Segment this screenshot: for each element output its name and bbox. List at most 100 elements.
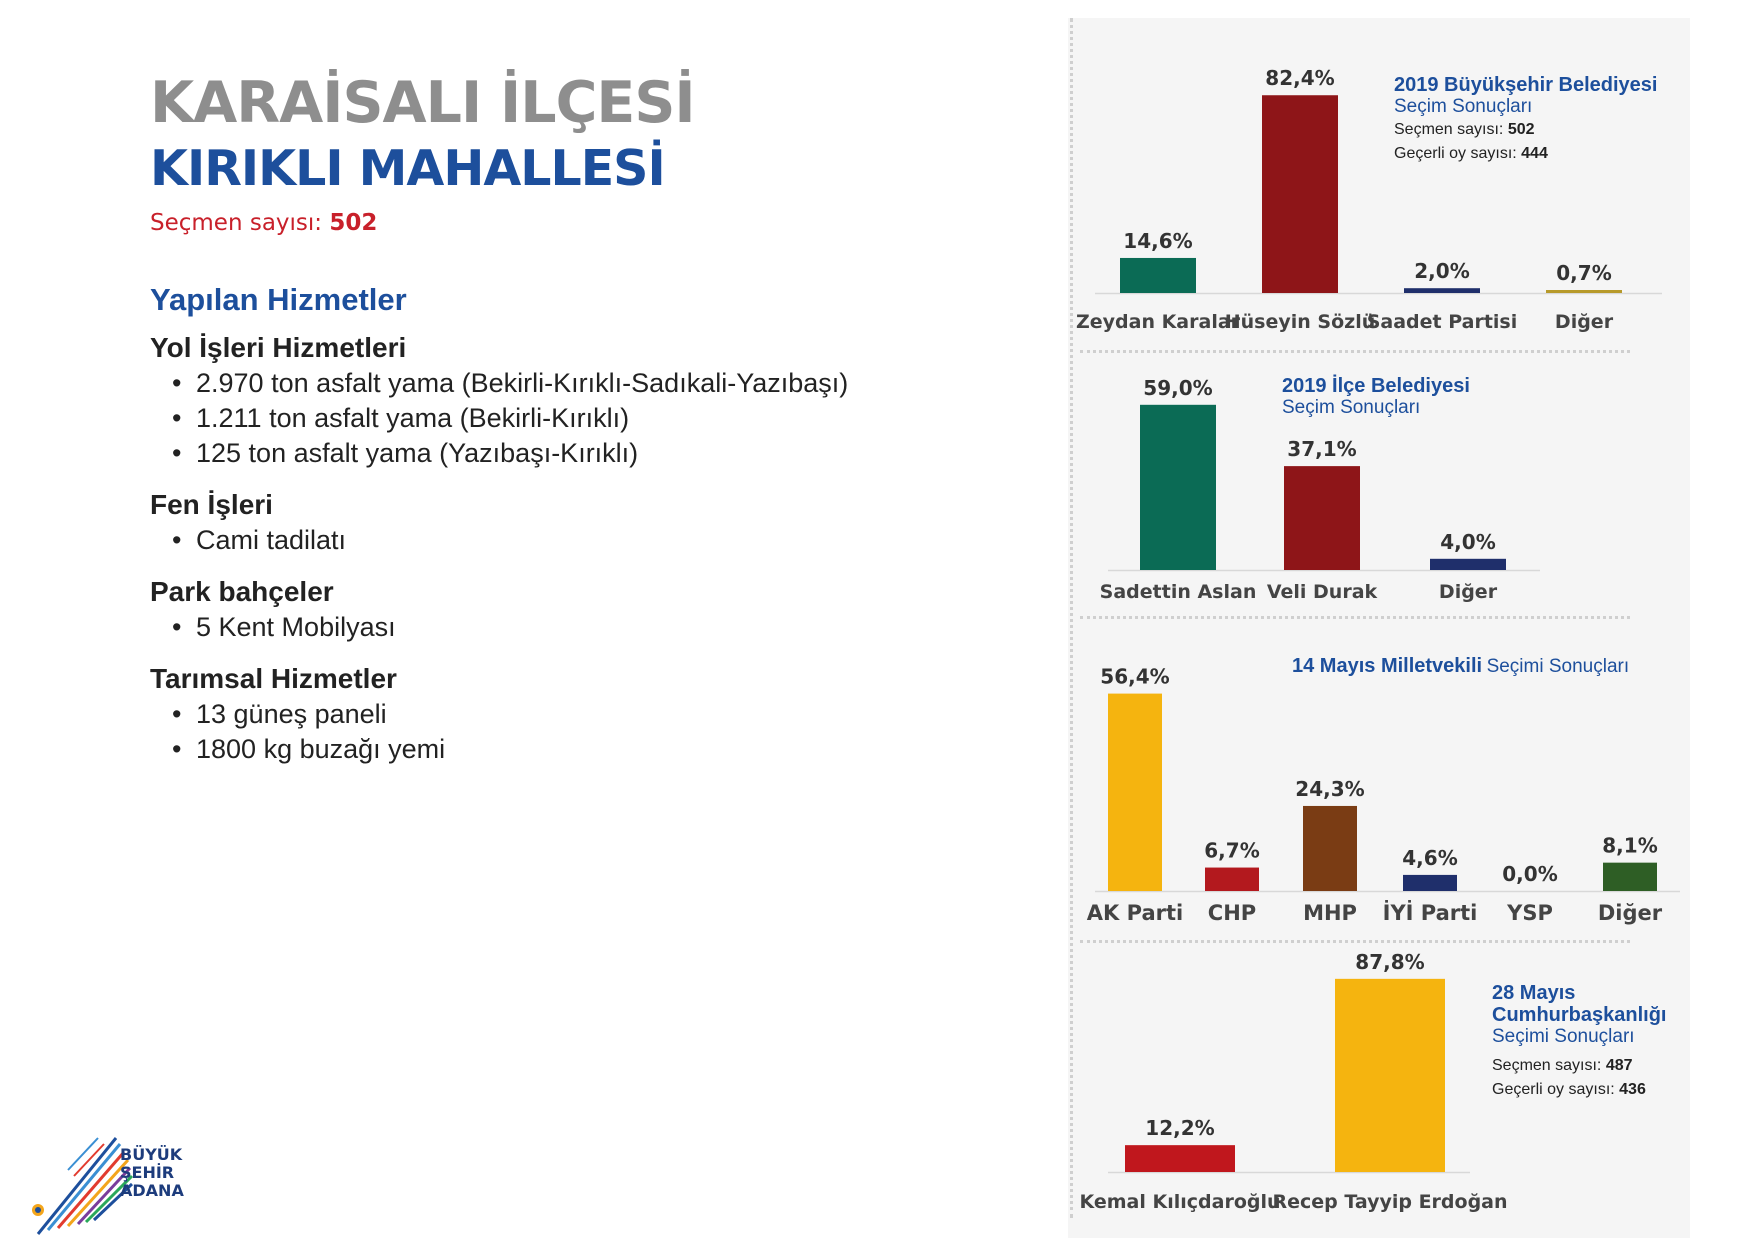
chart1-title-rest: Seçim Sonuçları: [1394, 96, 1533, 117]
chart3-value-label: 4,6%: [1402, 846, 1457, 870]
chart1-stat-valid: Geçerli oy sayısı: 444: [1394, 142, 1657, 166]
neighborhood-title: KIRIKLI MAHALLESİ: [150, 140, 666, 197]
voter-count: Seçmen sayısı: 502: [150, 210, 950, 236]
chart4-title-rest: Seçimi Sonuçları: [1492, 1026, 1635, 1047]
voter-count-value: 502: [329, 210, 378, 236]
chart2-title-bold: 2019 İlçe Belediyesi: [1282, 375, 1470, 397]
chart4-title: 28 Mayıs Cumhurbaşkanlığı Seçimi Sonuçla…: [1492, 982, 1682, 1102]
panel-divider: [1070, 18, 1073, 1218]
buyuksehir-adana-logo: BÜYÜK ŞEHİR ADANA: [28, 1130, 208, 1240]
bullet-icon: •: [172, 368, 182, 398]
bullet-icon: •: [172, 612, 182, 642]
chart3-category-label: İYİ Parti: [1383, 900, 1478, 925]
chart4-stat-valid: Geçerli oy sayısı: 436: [1492, 1078, 1682, 1102]
chart2-title: 2019 İlçe Belediyesi Seçim Sonuçları: [1282, 375, 1470, 419]
chart2-bar: [1140, 404, 1216, 570]
chart1-value-label: 82,4%: [1265, 66, 1334, 90]
service-category: Park bahçeler: [150, 576, 334, 607]
service-item-text: 1.211 ton asfalt yama (Bekirli-Kırıklı): [196, 403, 630, 433]
stat-label: Seçmen sayısı:: [1492, 1057, 1602, 1074]
service-item-text: 5 Kent Mobilyası: [196, 612, 396, 642]
chart1-title: 2019 Büyükşehir Belediyesi Seçim Sonuçla…: [1394, 74, 1657, 166]
chart1-category-label: Hüseyin Sözlü: [1225, 311, 1376, 333]
chart4-title-bold: 28 Mayıs Cumhurbaşkanlığı: [1492, 982, 1667, 1026]
chart3-title: 14 Mayıs Milletvekili Seçimi Sonuçları: [1292, 655, 1629, 678]
logo-line1: BÜYÜK: [120, 1145, 183, 1164]
chart2-bar: [1430, 558, 1506, 570]
bullet-icon: •: [172, 734, 182, 764]
chart1-bar: [1546, 290, 1622, 293]
service-category: Yol İşleri Hizmetleri: [150, 332, 407, 363]
chart-divider: [1080, 616, 1630, 619]
stat-label: Geçerli oy sayısı:: [1394, 145, 1517, 162]
service-item: • 1800 kg buzağı yemi: [150, 732, 950, 767]
stat-label: Seçmen sayısı:: [1394, 121, 1504, 138]
chart3-category-label: Diğer: [1598, 901, 1663, 925]
bullet-icon: •: [172, 403, 182, 433]
chart-divider: [1080, 350, 1630, 353]
bullet-icon: •: [172, 525, 182, 555]
service-item-text: 13 güneş paneli: [196, 699, 387, 729]
chart3-value-label: 8,1%: [1602, 834, 1657, 858]
chart3-title-bold: 14 Mayıs Milletvekili: [1292, 655, 1483, 677]
services-section: Yapılan Hizmetler Yol İşleri Hizmetleri …: [150, 282, 950, 767]
stat-label: Geçerli oy sayısı:: [1492, 1081, 1615, 1098]
bullet-icon: •: [172, 699, 182, 729]
service-item: • Cami tadilatı: [150, 523, 950, 558]
logo-text: BÜYÜK ŞEHİR ADANA: [120, 1146, 184, 1200]
header: KARAİSALI İLÇESİ KIRIKLI MAHALLESİ Seçme…: [150, 70, 950, 236]
chart4-bar: [1335, 978, 1445, 1172]
chart3-category-label: CHP: [1208, 901, 1256, 925]
chart1-value-label: 14,6%: [1123, 229, 1192, 253]
logo-stripes-icon: [32, 1137, 134, 1235]
service-item: • 5 Kent Mobilyası: [150, 610, 950, 645]
service-item: • 2.970 ton asfalt yama (Bekirli-Kırıklı-…: [150, 366, 950, 401]
chart3-category-label: YSP: [1506, 901, 1553, 925]
stat-value: 444: [1521, 145, 1548, 162]
chart3-bar: [1403, 874, 1457, 891]
chart4-category-label: Recep Tayyip Erdoğan: [1272, 1191, 1507, 1213]
service-item-text: 1800 kg buzağı yemi: [196, 734, 446, 764]
chart1-bar: [1120, 257, 1196, 293]
chart3-category-label: MHP: [1303, 901, 1357, 925]
chart2-bar: [1284, 466, 1360, 570]
chart3-bar: [1205, 867, 1259, 891]
chart2-category-label: Veli Durak: [1267, 581, 1378, 603]
district-title: KARAİSALI İLÇESİ: [150, 70, 696, 136]
chart3-value-label: 24,3%: [1295, 777, 1364, 801]
chart1-value-label: 2,0%: [1414, 259, 1469, 283]
chart1-bar: [1404, 288, 1480, 293]
service-item-text: 125 ton asfalt yama (Yazıbaşı-Kırıklı): [196, 438, 639, 468]
stat-value: 502: [1507, 121, 1535, 138]
voter-count-label: Seçmen sayısı:: [150, 210, 323, 236]
chart1-category-label: Zeydan Karalar: [1076, 311, 1241, 333]
chart4-value-label: 87,8%: [1355, 950, 1424, 974]
chart4-stat-voters: Seçmen sayısı: 487: [1492, 1054, 1682, 1078]
chart1-bar: [1262, 95, 1338, 294]
stat-value: 487: [1605, 1057, 1633, 1074]
logo-line3: ADANA: [120, 1181, 184, 1200]
chart1-category-label: Saadet Partisi: [1367, 311, 1518, 333]
chart3-bar: [1303, 805, 1357, 891]
service-item: • 125 ton asfalt yama (Yazıbaşı-Kırıklı): [150, 436, 950, 471]
services-heading: Yapılan Hizmetler: [150, 282, 407, 317]
service-category: Tarımsal Hizmetler: [150, 663, 397, 694]
chart2-value-label: 37,1%: [1287, 437, 1356, 461]
chart3-bar: [1108, 693, 1162, 891]
chart2-value-label: 4,0%: [1440, 530, 1495, 554]
service-item: • 1.211 ton asfalt yama (Bekirli-Kırıklı): [150, 401, 950, 436]
chart2-category-label: Diğer: [1439, 581, 1498, 603]
chart3-title-rest: Seçimi Sonuçları: [1486, 656, 1630, 677]
bullet-icon: •: [172, 438, 182, 468]
chart1-value-label: 0,7%: [1556, 261, 1611, 285]
chart3-category-label: AK Parti: [1087, 901, 1183, 925]
chart4-category-label: Kemal Kılıçdaroğlu: [1079, 1191, 1280, 1213]
service-item-text: Cami tadilatı: [196, 525, 347, 555]
chart2-title-rest: Seçim Sonuçları: [1282, 397, 1421, 418]
chart4-value-label: 12,2%: [1145, 1116, 1214, 1140]
chart1-category-label: Diğer: [1555, 311, 1614, 333]
chart3-value-label: 6,7%: [1204, 839, 1259, 863]
chart4-bar: [1125, 1145, 1235, 1172]
chart2-value-label: 59,0%: [1143, 376, 1212, 400]
